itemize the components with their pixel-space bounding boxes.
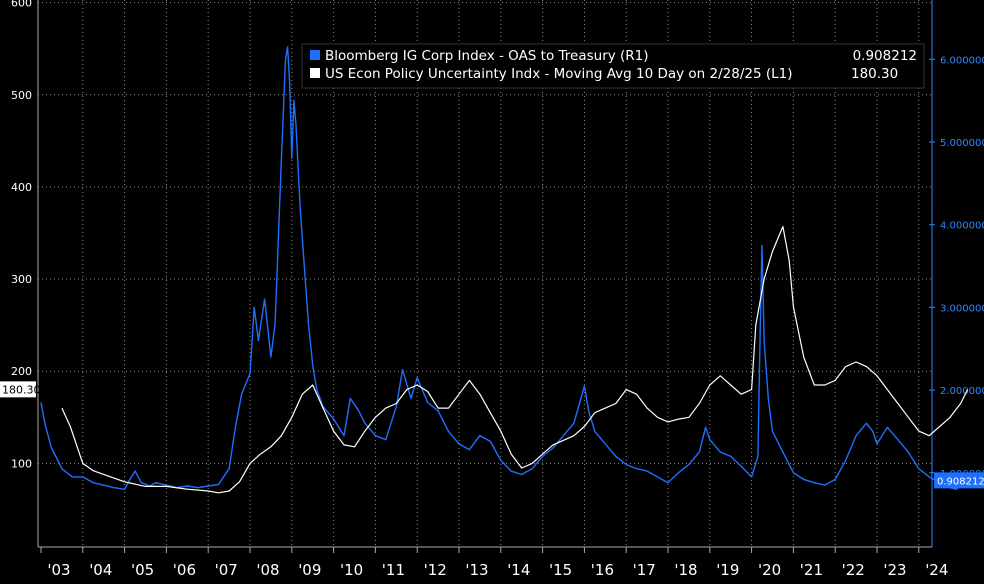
- left-tick-label: 600: [11, 0, 32, 10]
- x-tick-label: '19: [716, 561, 739, 579]
- x-tick-label: '24: [925, 561, 948, 579]
- left-tick-label: 200: [11, 365, 32, 378]
- right-last-value-label: 0.908212: [937, 476, 984, 487]
- right-tick-label: 2.000000: [940, 386, 984, 397]
- right-tick-label: 6.000000: [940, 55, 984, 66]
- left-tick-label: 400: [11, 181, 32, 194]
- left-tick-label: 100: [11, 457, 32, 470]
- oas-series-line: [40, 46, 969, 490]
- x-tick-label: '21: [800, 561, 823, 579]
- x-tick-label: '06: [173, 561, 196, 579]
- x-tick-label: '15: [549, 561, 572, 579]
- legend-value-oas: 0.908212: [853, 48, 917, 64]
- x-tick-label: '17: [633, 561, 656, 579]
- x-tick-label: '04: [89, 561, 112, 579]
- legend-label-epu: US Econ Policy Uncertainty Indx - Moving…: [325, 66, 793, 82]
- x-tick-label: '14: [507, 561, 530, 579]
- legend-swatch-epu: [310, 68, 320, 78]
- axes: 1002003004005006001.0000002.0000003.0000…: [11, 0, 984, 579]
- x-tick-label: '08: [256, 561, 279, 579]
- left-tick-label: 500: [11, 89, 32, 102]
- left-last-value-tag: [0, 381, 36, 398]
- left-last-value-label: 180.30: [2, 383, 41, 396]
- x-tick-label: '05: [131, 561, 154, 579]
- x-tick-label: '07: [215, 561, 238, 579]
- legend-label-oas: Bloomberg IG Corp Index - OAS to Treasur…: [325, 48, 649, 64]
- gridlines: [38, 0, 932, 547]
- right-last-value-tag: [934, 472, 984, 489]
- x-tick-label: '20: [758, 561, 781, 579]
- x-tick-label: '10: [340, 561, 363, 579]
- right-tick-label: 3.000000: [940, 303, 984, 314]
- legend-box: [301, 43, 925, 89]
- series-lines: [40, 46, 969, 494]
- legend: Bloomberg IG Corp Index - OAS to Treasur…: [301, 43, 925, 89]
- legend-swatch-oas: [310, 50, 320, 60]
- x-tick-label: '03: [47, 561, 70, 579]
- left-tick-label: 300: [11, 273, 32, 286]
- x-tick-label: '09: [298, 561, 321, 579]
- x-tick-label: '13: [465, 561, 488, 579]
- epu-series-line: [61, 225, 969, 494]
- legend-value-epu: 180.30: [851, 66, 898, 82]
- x-tick-label: '23: [883, 561, 906, 579]
- x-tick-label: '22: [842, 561, 865, 579]
- right-tick-label: 5.000000: [940, 138, 984, 149]
- x-tick-label: '16: [591, 561, 614, 579]
- last-value-markers: 180.30 0.908212: [0, 381, 984, 489]
- x-tick-label: '11: [382, 561, 405, 579]
- right-tick-label: 4.000000: [940, 221, 984, 232]
- x-tick-label: '18: [674, 561, 697, 579]
- x-tick-label: '12: [424, 561, 447, 579]
